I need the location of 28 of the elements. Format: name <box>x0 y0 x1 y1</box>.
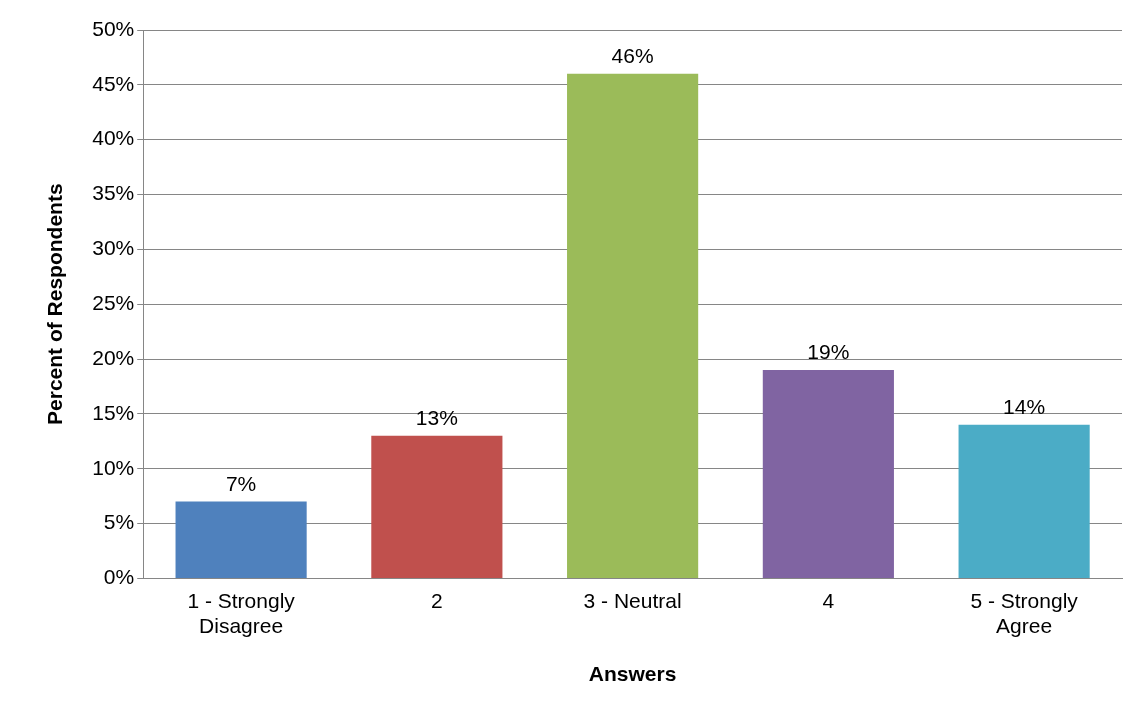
y-tick-label: 45% <box>92 71 135 95</box>
x-tick-label: 5 - Strongly Agree <box>970 588 1079 637</box>
bar <box>567 73 699 578</box>
bar <box>762 370 894 578</box>
y-tick-label: 30% <box>92 236 135 260</box>
data-label: 7% <box>225 471 257 495</box>
y-tick-label: 35% <box>92 181 135 205</box>
data-label: 19% <box>807 340 850 364</box>
x-tick-label: 4 <box>822 588 835 612</box>
y-tick-label: 25% <box>92 291 135 314</box>
x-tick-label: 2 <box>431 588 443 612</box>
y-tick-label: 15% <box>92 400 135 424</box>
data-label: 14% <box>1003 395 1046 419</box>
y-axis-title: Percent of Respondents <box>43 183 67 425</box>
y-tick-label: 40% <box>92 126 135 150</box>
y-tick-label: 0% <box>103 565 135 589</box>
data-label: 46% <box>611 44 654 68</box>
y-tick-label: 20% <box>92 345 135 369</box>
x-axis-title: Answers <box>588 662 677 686</box>
bar <box>175 501 307 578</box>
x-tick-label: 1 - Strongly Disagree <box>187 588 296 637</box>
bar <box>958 424 1090 578</box>
data-label: 13% <box>415 406 458 430</box>
y-tick-label: 10% <box>92 455 135 479</box>
x-tick-label: 3 - Neutral <box>583 588 682 612</box>
bar <box>371 435 503 578</box>
y-tick-label: 50% <box>92 16 135 40</box>
y-tick-label: 5% <box>103 510 135 534</box>
